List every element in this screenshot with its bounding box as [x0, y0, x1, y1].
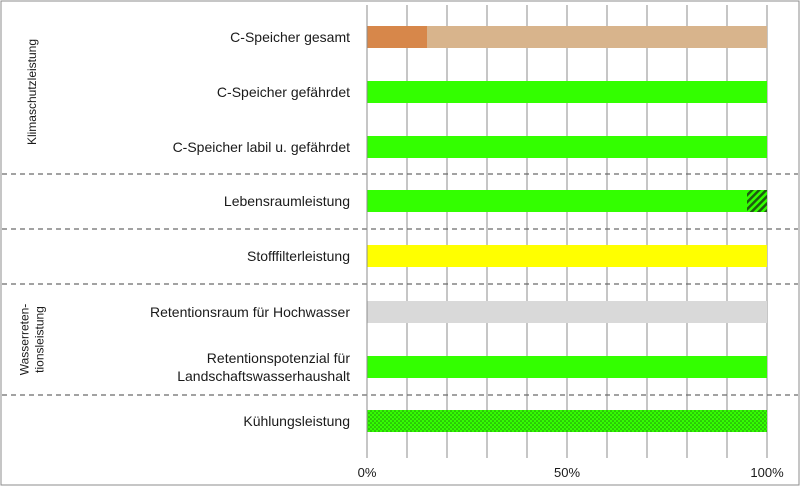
group-labels: Klimaschutzleistung Wasserreten-tionsleis…: [18, 39, 47, 375]
category-label: Retentionspotenzial für: [207, 350, 351, 366]
group-label: Klimaschutzleistung: [25, 39, 39, 145]
bar-segment: [367, 301, 767, 323]
group-separators: [2, 173, 798, 396]
bar-segment: [427, 26, 767, 48]
category-label: Landschaftswasserhaushalt: [177, 368, 350, 384]
bar-segment: [367, 245, 767, 267]
bar-segment: [367, 410, 767, 432]
bar-series: [367, 26, 767, 432]
bar-segment: [367, 81, 767, 103]
category-label: C-Speicher gesamt: [230, 29, 350, 45]
category-label: Retentionsraum für Hochwasser: [150, 304, 350, 320]
category-label: C-Speicher gefährdet: [217, 84, 350, 100]
category-labels: C-Speicher gesamt C-Speicher gefährdet C-S…: [150, 29, 350, 429]
bar-segment: [367, 356, 767, 378]
bar-segment: [367, 190, 747, 212]
group-label: tionsleistung: [33, 306, 47, 373]
category-label: C-Speicher labil u. gefährdet: [173, 139, 351, 155]
x-tick-label: 100%: [750, 465, 784, 480]
bar-segment: [747, 190, 767, 212]
bar-segment: [367, 136, 767, 158]
category-label: Lebensraumleistung: [224, 193, 350, 209]
x-axis-ticks: 0% 50% 100%: [358, 465, 784, 480]
bar-segment: [367, 26, 427, 48]
category-label: Kühlungsleistung: [243, 413, 350, 429]
category-label: Stofffilterleistung: [247, 248, 350, 264]
x-tick-label: 0%: [358, 465, 377, 480]
x-tick-label: 50%: [554, 465, 580, 480]
group-label: Wasserreten-: [18, 304, 32, 376]
